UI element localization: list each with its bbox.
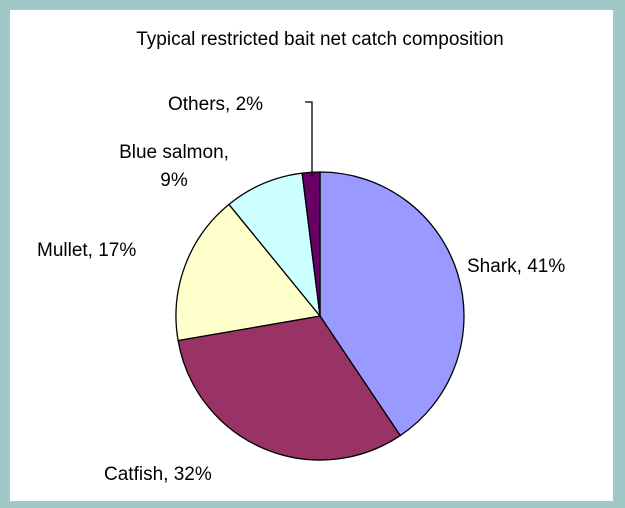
slice-label-catfish: Catfish, 32% bbox=[104, 464, 212, 485]
pie-slice-others bbox=[301, 171, 321, 317]
pie-slice-catfish bbox=[177, 315, 402, 461]
leader-lines bbox=[305, 101, 313, 176]
leader-line-others bbox=[305, 101, 313, 176]
pie-slice-blue-salmon bbox=[228, 172, 321, 319]
slice-label-mullet: Mullet, 17% bbox=[37, 240, 136, 261]
chart-panel: Typical restricted bait net catch compos… bbox=[10, 10, 613, 501]
pie-slice-mullet bbox=[175, 203, 322, 342]
slice-label-shark: Shark, 41% bbox=[467, 256, 565, 277]
slice-label-blue-salmon-line2: 9% bbox=[160, 170, 188, 191]
pie-chart: Typical restricted bait net catch compos… bbox=[37, 29, 565, 485]
slice-label-blue-salmon-line1: Blue salmon, bbox=[119, 142, 229, 163]
pie-slices bbox=[175, 171, 465, 461]
chart-title: Typical restricted bait net catch compos… bbox=[136, 29, 504, 50]
pie-slice-shark bbox=[319, 171, 465, 437]
slice-label-others: Others, 2% bbox=[168, 94, 263, 115]
